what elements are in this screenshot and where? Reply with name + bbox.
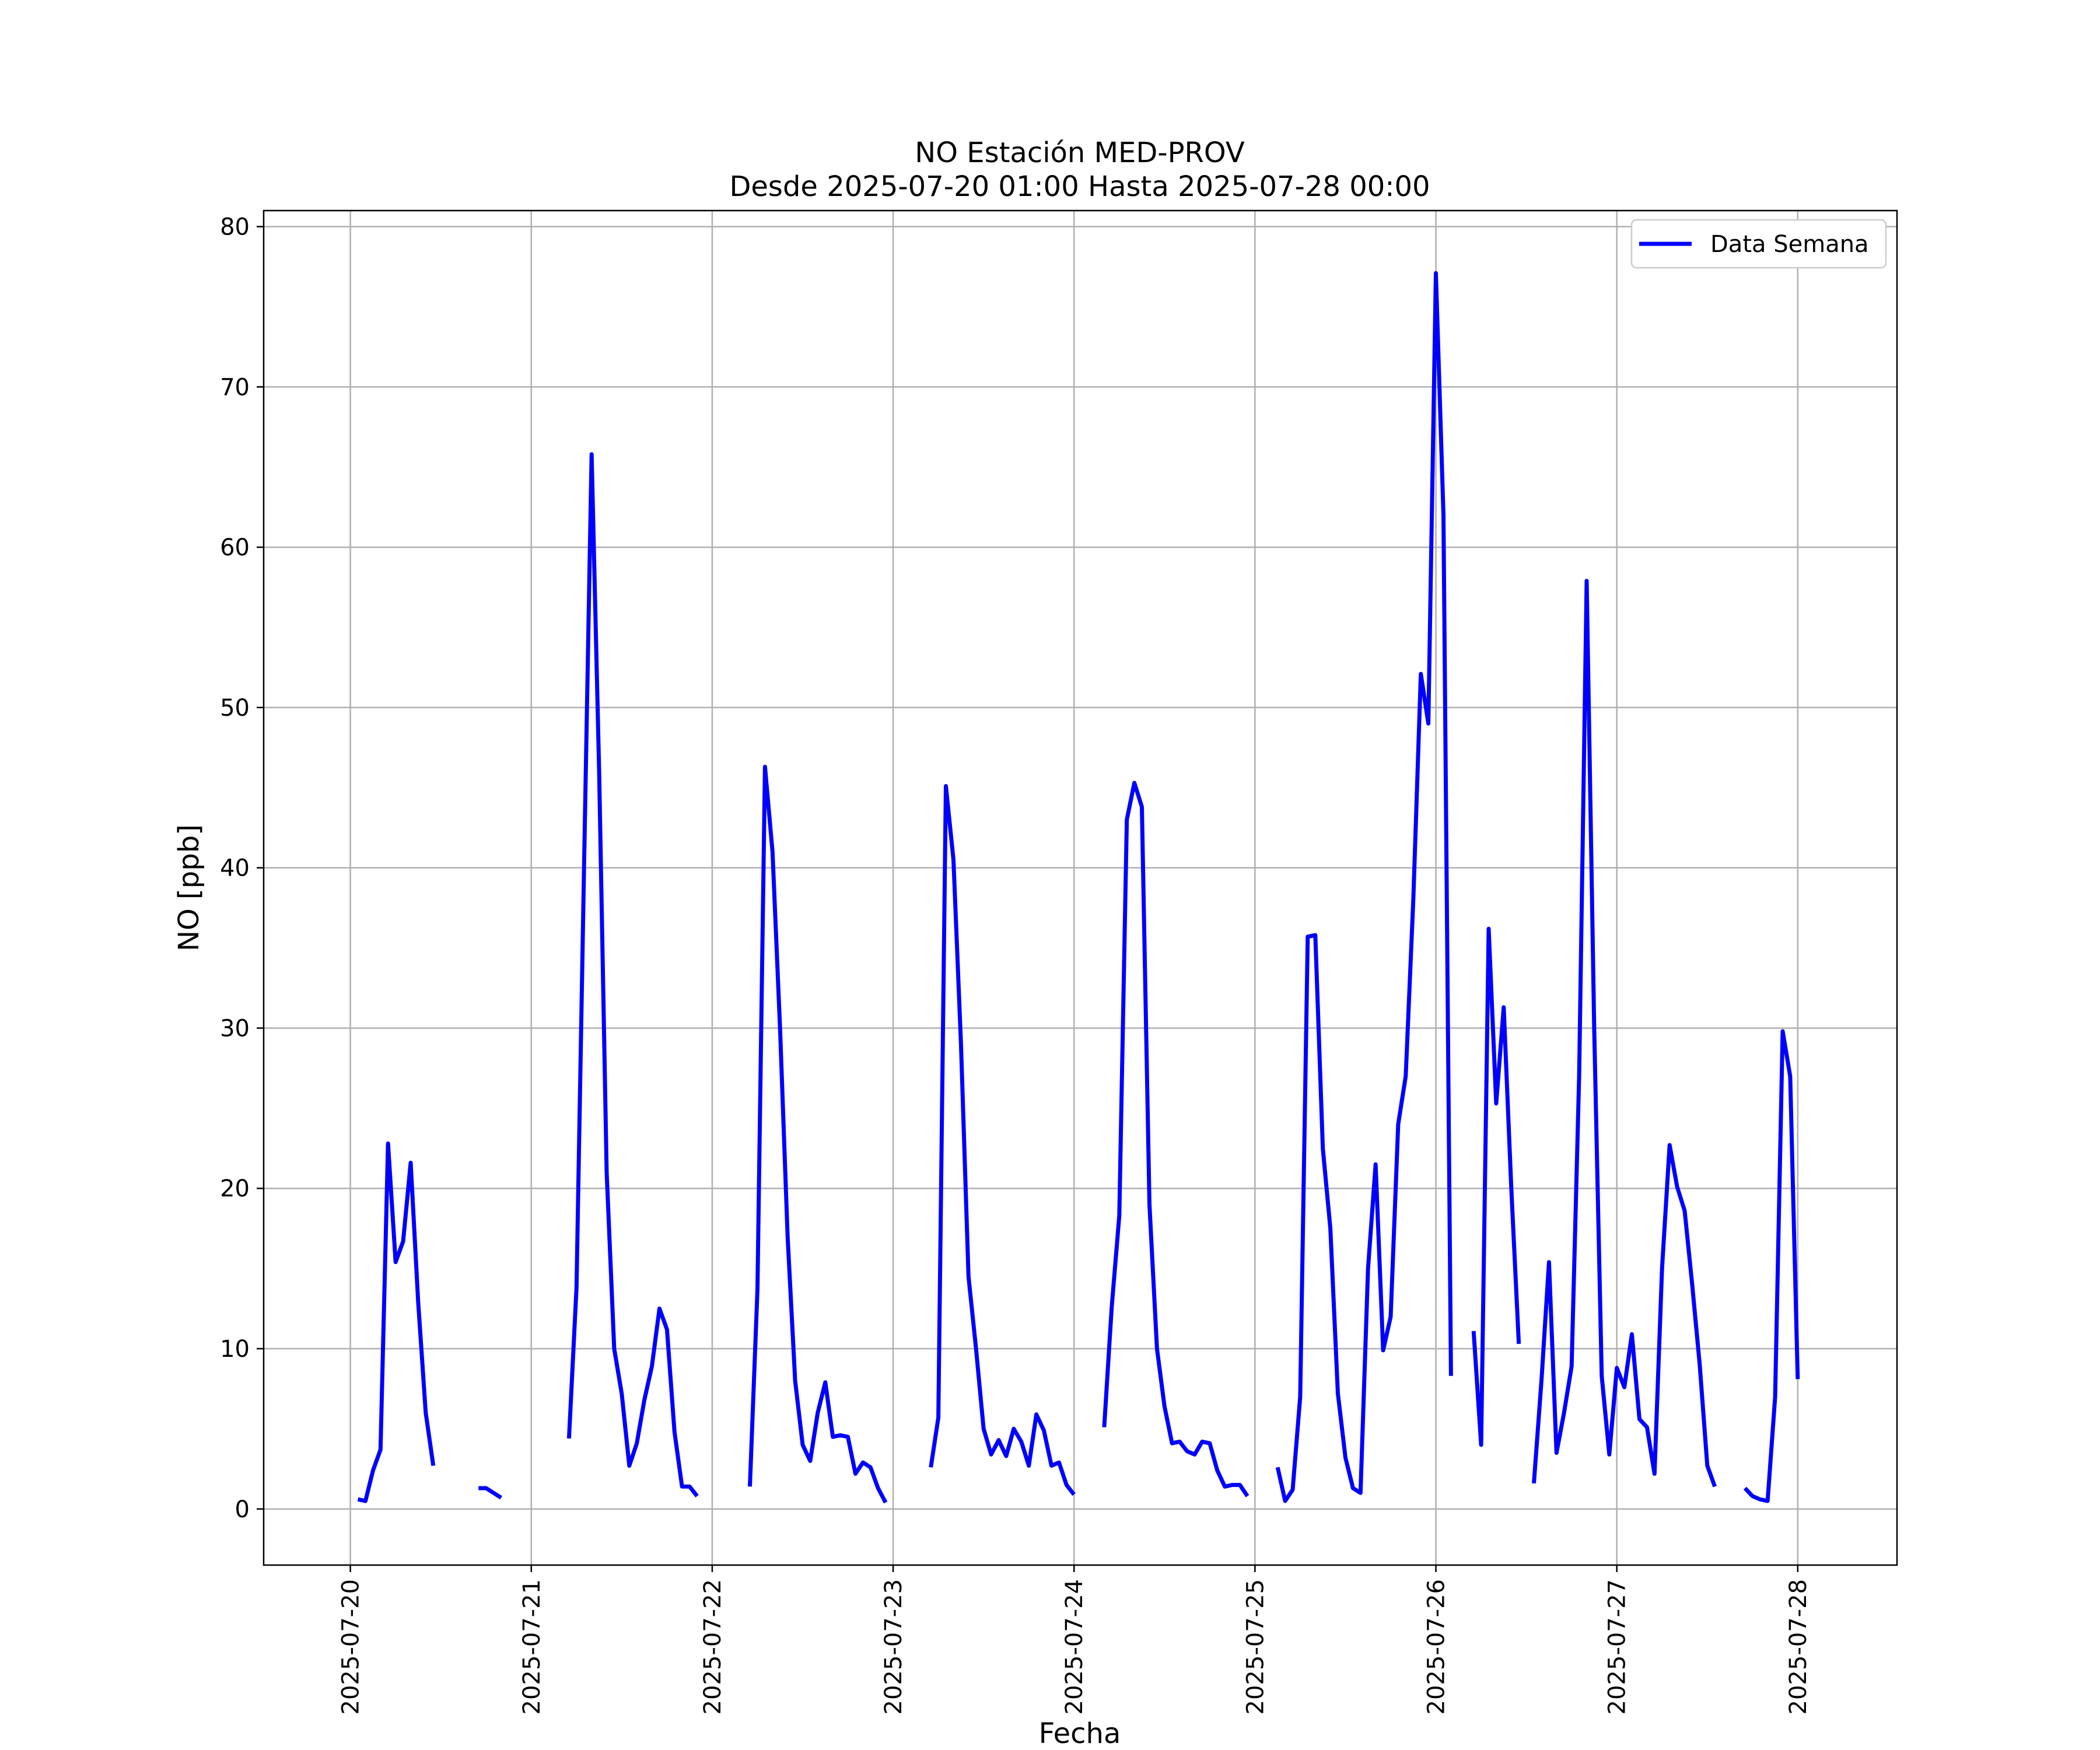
x-tick-label: 2025-07-24 [1061,1579,1088,1714]
y-tick-label: 80 [220,214,250,240]
series-line-data-semana [357,271,1800,1504]
x-tick-label: 2025-07-23 [880,1579,907,1714]
x-tick-label: 2025-07-20 [338,1579,365,1714]
legend: Data Semana [1630,219,1887,269]
grid [264,211,1897,1565]
y-axis: 0 10 20 30 40 50 60 70 80 [220,214,264,1523]
legend-label-data-semana: Data Semana [1710,231,1869,258]
x-tick-label: 2025-07-28 [1785,1579,1812,1714]
series-layer [357,271,1800,1504]
chart-title: NO Estación MED-PROV [915,136,1245,169]
plot-frame [262,209,1898,1566]
y-tick-label: 50 [220,695,250,722]
x-tick-label: 2025-07-22 [699,1579,726,1714]
y-tick-label: 30 [220,1015,250,1042]
x-axis-label: Fecha [1039,1717,1121,1750]
x-tick-label: 2025-07-27 [1604,1579,1631,1714]
x-axis: 2025-07-20 2025-07-21 2025-07-22 2025-07-23… [338,1565,1812,1714]
y-tick-label: 40 [220,855,250,882]
y-tick-label: 0 [235,1496,250,1523]
x-tick-label: 2025-07-25 [1242,1579,1269,1714]
y-tick-label: 60 [220,534,250,561]
x-tick-label: 2025-07-26 [1423,1579,1450,1714]
chart-subtitle: Desde 2025-07-20 01:00 Hasta 2025-07-28 … [729,170,1430,203]
y-axis-label: NO [ppb] [173,824,205,951]
y-tick-label: 20 [220,1175,250,1202]
y-tick-label: 10 [220,1336,250,1363]
y-tick-label: 70 [220,374,250,401]
legend-box [1630,219,1887,269]
x-tick-label: 2025-07-21 [519,1579,545,1714]
